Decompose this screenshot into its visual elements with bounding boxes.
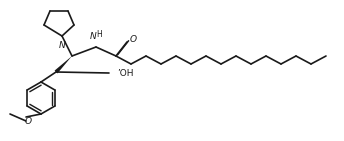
Text: O: O [129,35,137,44]
Text: H: H [96,30,102,39]
Text: O: O [24,117,32,126]
Text: N: N [90,32,96,41]
Polygon shape [55,56,72,73]
Text: ’OH: ’OH [117,70,133,79]
Text: N: N [58,41,65,50]
